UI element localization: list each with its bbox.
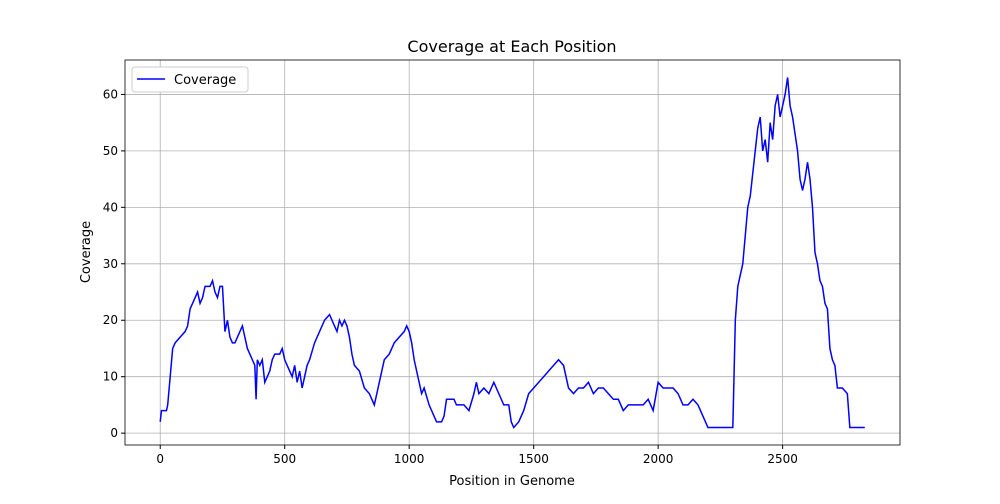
y-tick-label: 60 (103, 87, 118, 101)
axes-frame (124, 59, 901, 446)
chart-title: Coverage at Each Position (407, 37, 616, 56)
x-tick-label: 1000 (394, 452, 425, 466)
x-tick-label: 0 (156, 452, 164, 466)
data-line (159, 77, 865, 429)
y-tick-label: 40 (103, 200, 118, 214)
y-axis-label: Coverage (79, 221, 94, 283)
legend-box (131, 66, 249, 93)
legend-label: Coverage (174, 73, 236, 88)
y-tick-label: 50 (103, 144, 118, 158)
x-axis-label: Position in Genome (449, 474, 575, 489)
x-tick-label: 2500 (767, 452, 798, 466)
x-tick-label: 2000 (643, 452, 674, 466)
x-tick-label: 1500 (518, 452, 549, 466)
y-tick-label: 10 (103, 370, 118, 384)
y-tick-label: 20 (103, 313, 118, 327)
x-tick-label: 500 (273, 452, 296, 466)
y-tick-label: 0 (110, 426, 118, 440)
y-tick-label: 30 (103, 257, 118, 271)
